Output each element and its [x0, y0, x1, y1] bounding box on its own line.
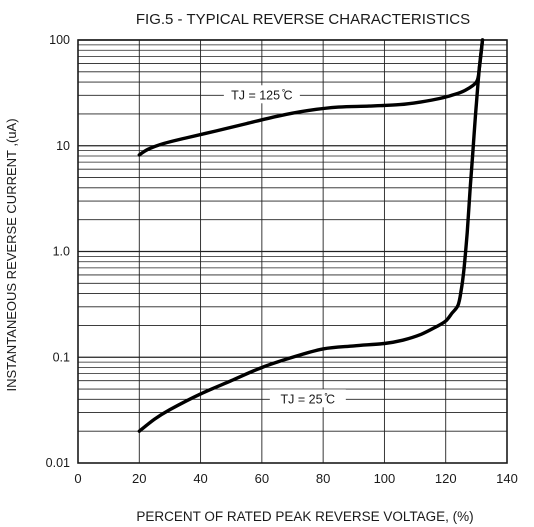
x-tick-label: 60	[255, 471, 269, 486]
series-label: TJ = 25 ̊C	[281, 392, 336, 406]
x-tick-label: 0	[74, 471, 81, 486]
series-line-tj-125c	[137, 38, 485, 157]
x-axis-label: PERCENT OF RATED PEAK REVERSE VOLTAGE, (…	[136, 509, 473, 524]
y-tick-label: 1.0	[53, 245, 70, 259]
y-tick-label: 0.01	[46, 456, 70, 470]
series-label: TJ = 125 ̊C	[231, 88, 293, 102]
x-tick-label: 140	[496, 471, 518, 486]
series-lines	[137, 38, 485, 433]
x-tick-label: 100	[374, 471, 396, 486]
x-tick-label: 20	[132, 471, 146, 486]
y-tick-label: 100	[49, 33, 70, 47]
chart-title: FIG.5 - TYPICAL REVERSE CHARACTERISTICS	[136, 11, 470, 28]
y-tick-labels: 0.01 0.1 1.0 10 100	[46, 33, 70, 470]
y-tick-label: 10	[56, 139, 70, 153]
x-tick-label: 120	[435, 471, 457, 486]
y-axis-label: INSTANTANEOUS REVERSE CURRENT ,(uA)	[4, 118, 19, 391]
series-line-tj-25c	[137, 38, 485, 433]
series-labels: TJ = 125 ̊C TJ = 25 ̊C	[223, 85, 346, 408]
y-tick-label: 0.1	[53, 350, 70, 364]
plot-frame	[77, 39, 508, 464]
x-tick-label: 40	[193, 471, 207, 486]
series-label-background	[269, 389, 346, 408]
x-tick-labels: 0 20 40 60 80 100 120 140	[74, 471, 517, 486]
x-tick-label: 80	[316, 471, 330, 486]
series-label-background	[223, 85, 300, 104]
